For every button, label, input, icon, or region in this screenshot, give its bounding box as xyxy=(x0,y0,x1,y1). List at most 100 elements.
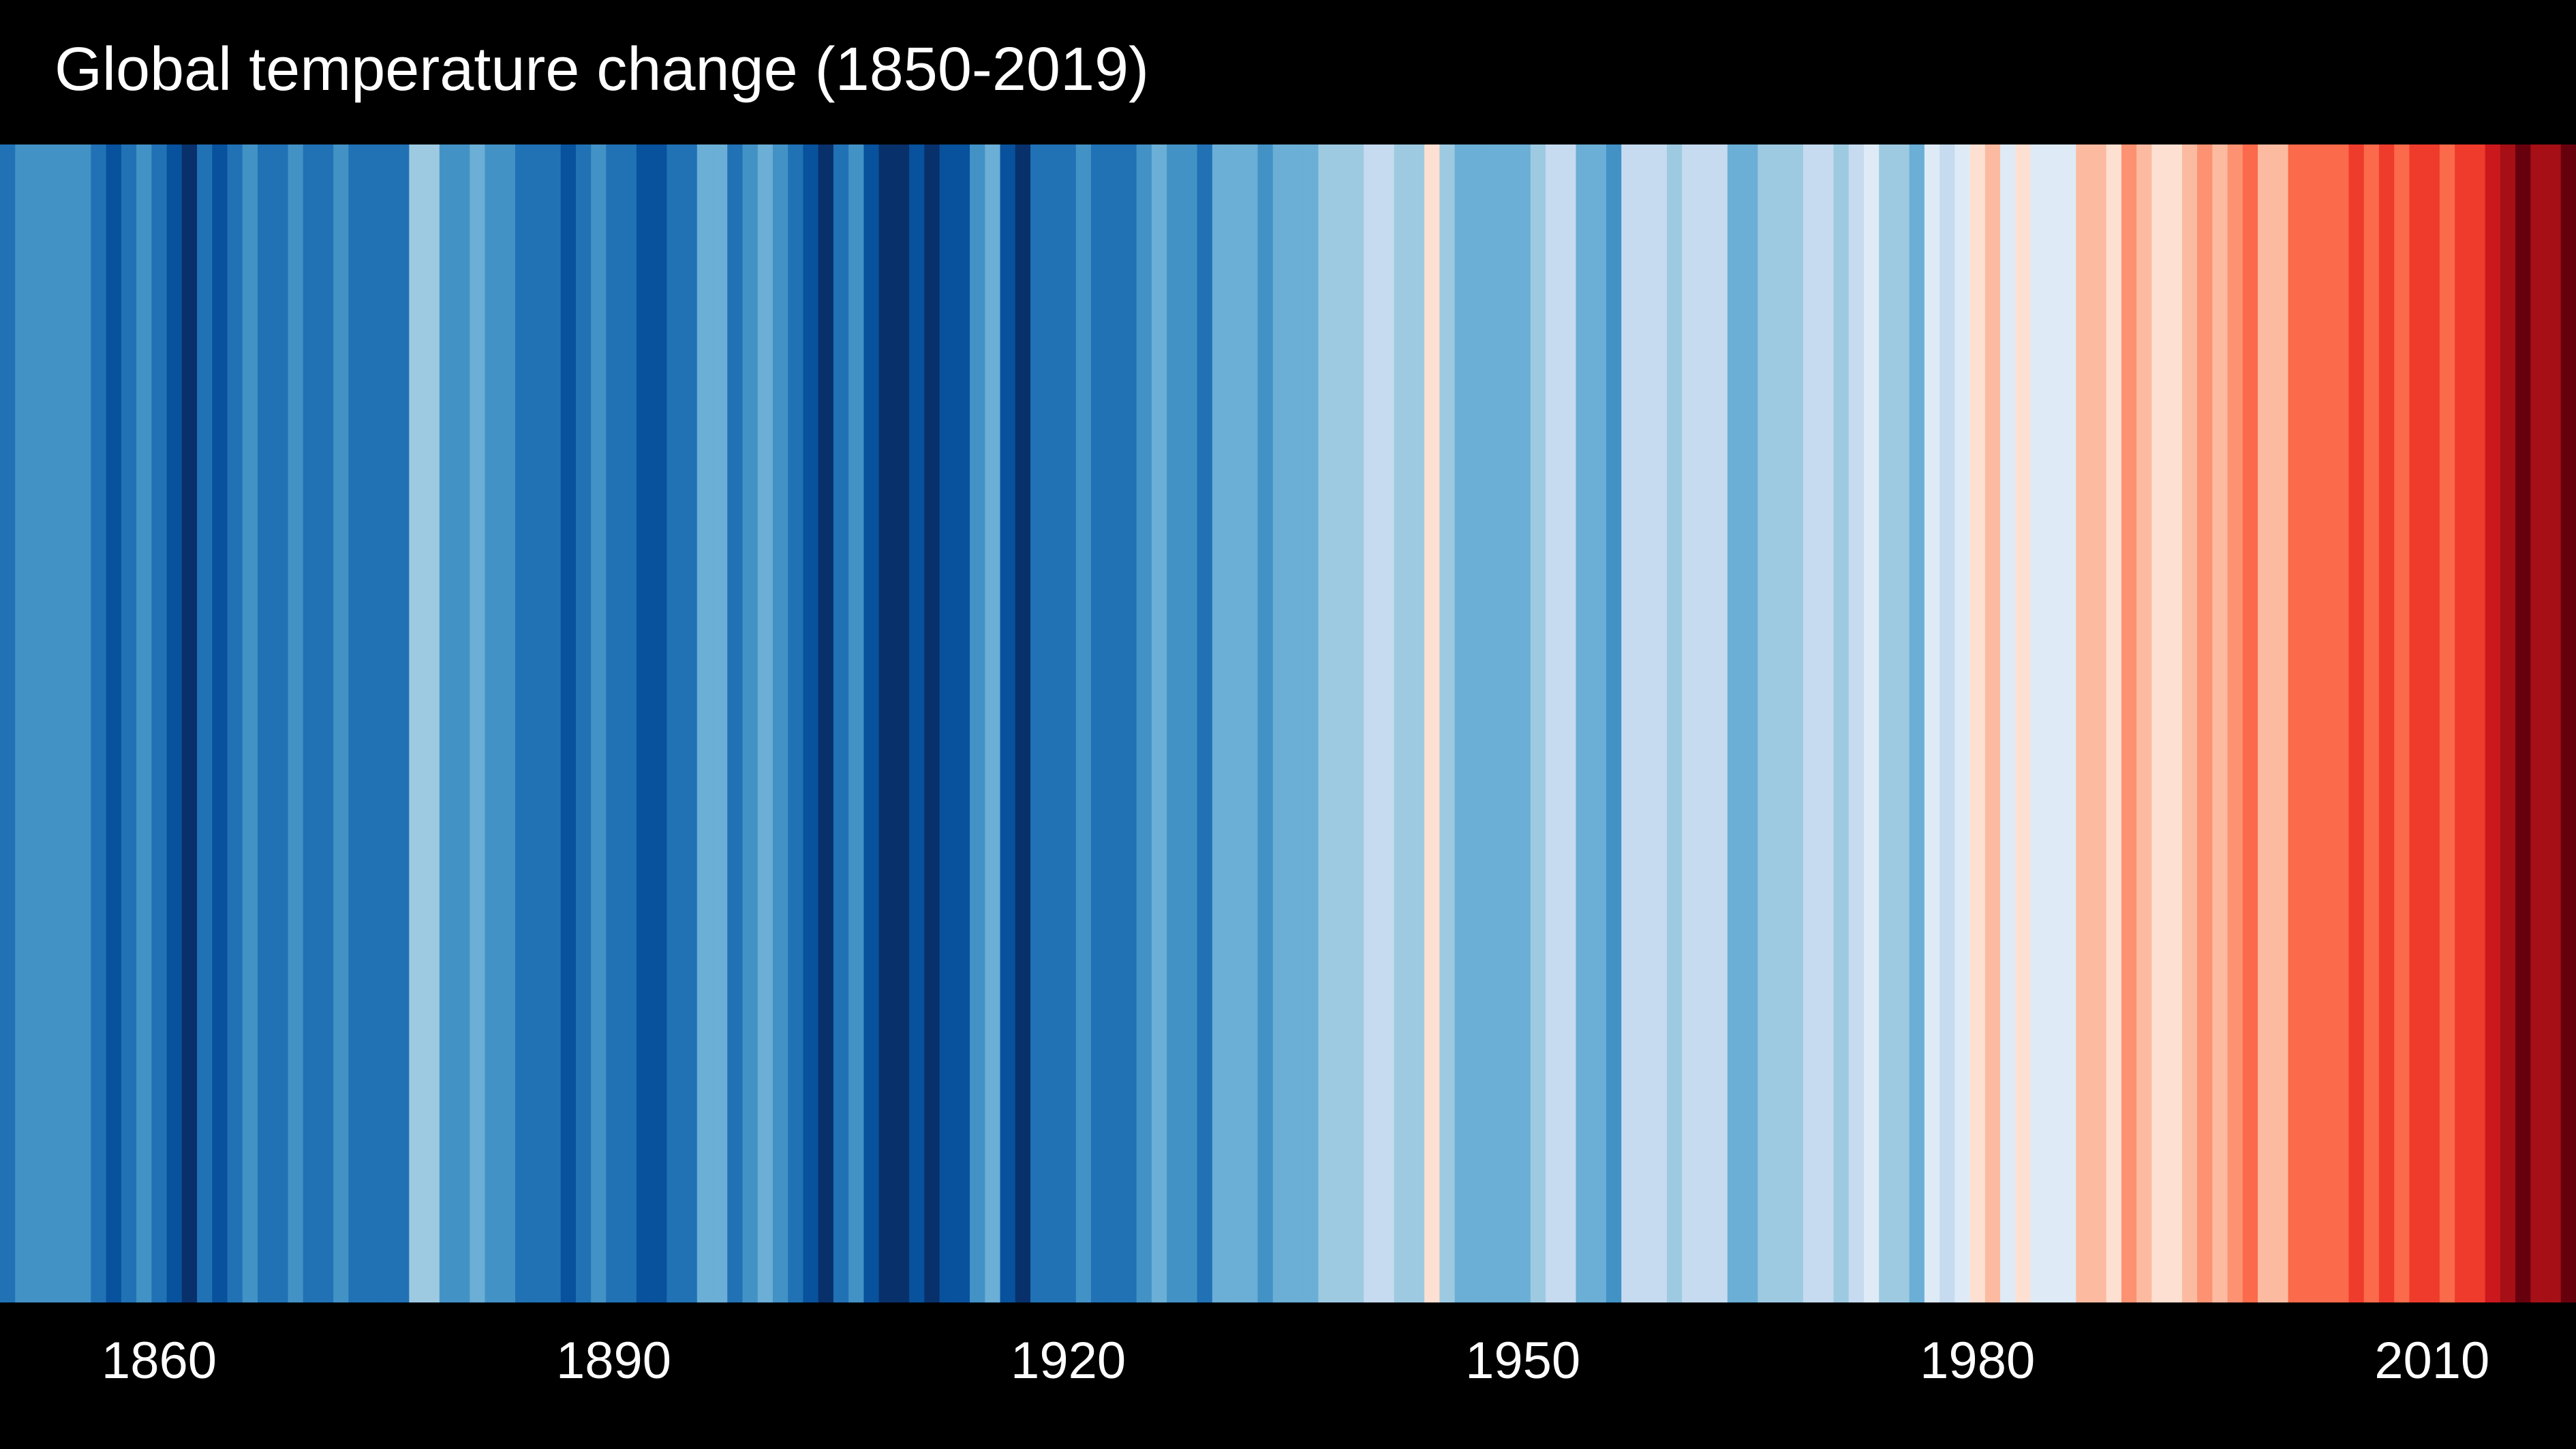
stripe xyxy=(258,144,273,1302)
stripe xyxy=(696,144,713,1302)
stripe xyxy=(1379,144,1395,1302)
stripe xyxy=(1561,144,1577,1302)
stripe xyxy=(439,144,455,1302)
stripe xyxy=(181,144,198,1302)
stripe xyxy=(197,144,213,1302)
stripe xyxy=(2227,144,2243,1302)
stripe xyxy=(15,144,31,1302)
stripe xyxy=(2197,144,2213,1302)
stripe xyxy=(2242,144,2258,1302)
stripe xyxy=(924,144,940,1302)
stripe xyxy=(1546,144,1561,1302)
stripe xyxy=(288,144,304,1302)
stripe xyxy=(651,144,667,1302)
stripe xyxy=(1197,144,1213,1302)
stripe xyxy=(2015,144,2031,1302)
stripe xyxy=(1439,144,1456,1302)
stripe xyxy=(742,144,758,1302)
stripe xyxy=(1090,144,1107,1302)
x-tick-label: 1890 xyxy=(556,1332,671,1390)
stripe xyxy=(970,144,985,1302)
stripe xyxy=(2530,144,2547,1302)
stripe xyxy=(1318,144,1334,1302)
stripe xyxy=(1485,144,1501,1302)
stripe xyxy=(1136,144,1152,1302)
stripe xyxy=(1606,144,1622,1302)
stripe xyxy=(91,144,107,1302)
stripe xyxy=(1576,144,1592,1302)
stripe xyxy=(1121,144,1137,1302)
stripe xyxy=(1242,144,1259,1302)
stripe xyxy=(530,144,547,1302)
stripe xyxy=(470,144,486,1302)
stripe xyxy=(788,144,804,1302)
stripe xyxy=(1075,144,1092,1302)
stripe xyxy=(1909,144,1925,1302)
stripe xyxy=(1288,144,1304,1302)
stripe xyxy=(1515,144,1531,1302)
x-tick-label: 1950 xyxy=(1465,1332,1580,1390)
stripe xyxy=(394,144,410,1302)
stripe xyxy=(2348,144,2365,1302)
stripe xyxy=(1758,144,1774,1302)
stripe xyxy=(1954,144,1971,1302)
stripe xyxy=(1045,144,1062,1302)
stripe xyxy=(712,144,728,1302)
stripe xyxy=(227,144,243,1302)
stripe xyxy=(2288,144,2304,1302)
stripe xyxy=(636,144,652,1302)
stripe xyxy=(1303,144,1319,1302)
stripe xyxy=(515,144,531,1302)
stripe xyxy=(2545,144,2562,1302)
stripe xyxy=(2560,144,2576,1302)
stripe xyxy=(863,144,880,1302)
stripe xyxy=(106,144,122,1302)
stripe xyxy=(773,144,788,1302)
stripe xyxy=(1106,144,1122,1302)
stripe xyxy=(833,144,849,1302)
stripe xyxy=(2000,144,2016,1302)
stripe xyxy=(76,144,92,1302)
stripe xyxy=(151,144,168,1302)
stripe xyxy=(1984,144,2001,1302)
stripe xyxy=(333,144,350,1302)
stripe xyxy=(1212,144,1228,1302)
stripe xyxy=(166,144,183,1302)
stripe xyxy=(2273,144,2289,1302)
stripe xyxy=(30,144,46,1302)
stripe xyxy=(1651,144,1668,1302)
stripe xyxy=(2455,144,2470,1302)
stripe xyxy=(2106,144,2122,1302)
stripe xyxy=(2091,144,2107,1302)
stripe xyxy=(1060,144,1077,1302)
stripe xyxy=(2076,144,2092,1302)
stripe xyxy=(1333,144,1349,1302)
stripe xyxy=(2470,144,2486,1302)
stripe xyxy=(2136,144,2153,1302)
stripe xyxy=(1773,144,1789,1302)
stripe xyxy=(363,144,380,1302)
stripe xyxy=(2500,144,2516,1302)
stripe xyxy=(848,144,865,1302)
x-tick-label: 1860 xyxy=(102,1332,217,1390)
stripe xyxy=(1469,144,1486,1302)
stripe xyxy=(500,144,516,1302)
stripe xyxy=(1167,144,1182,1302)
stripe xyxy=(1000,144,1016,1302)
stripe xyxy=(1969,144,1986,1302)
stripe xyxy=(621,144,637,1302)
stripe xyxy=(1591,144,1607,1302)
stripe xyxy=(2258,144,2273,1302)
stripe xyxy=(1348,144,1364,1302)
stripe xyxy=(2061,144,2076,1302)
stripe xyxy=(378,144,395,1302)
stripe xyxy=(348,144,365,1302)
stripe xyxy=(1924,144,1940,1302)
stripe xyxy=(666,144,683,1302)
stripe xyxy=(2212,144,2228,1302)
stripe xyxy=(2045,144,2061,1302)
stripe xyxy=(2333,144,2350,1302)
stripe xyxy=(1272,144,1289,1302)
stripe xyxy=(1151,144,1167,1302)
stripe xyxy=(212,144,228,1302)
